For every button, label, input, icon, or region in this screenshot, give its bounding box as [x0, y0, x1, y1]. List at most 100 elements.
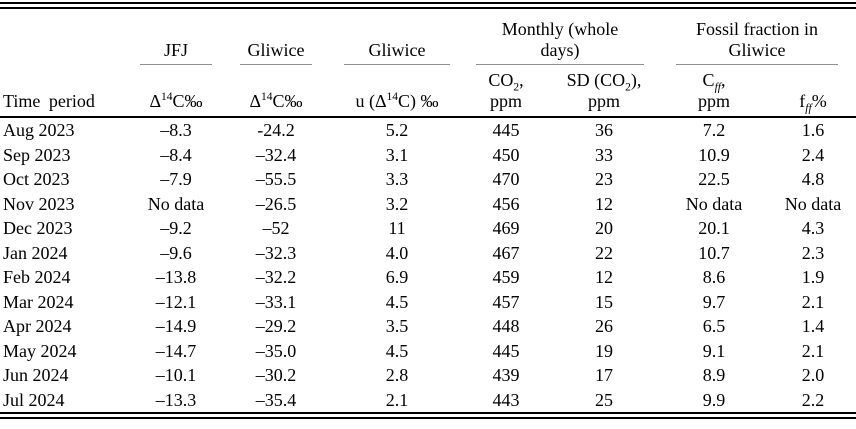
- cell-jfj-d14c: –13.8: [155, 267, 197, 287]
- cell-sd-co2: 22: [595, 242, 613, 263]
- cell-period: Oct 2023: [3, 169, 70, 189]
- cell-co2: 470: [492, 169, 520, 189]
- group-jfj-label: JFJ: [163, 40, 189, 60]
- table-row: Jul 2024 –13.3 –35.4 2.1 443 25 9.9 2.2: [0, 388, 856, 413]
- cell-jfj-d14c: –9.6: [160, 242, 192, 263]
- table-row: Feb 2024 –13.8 –32.2 6.9 459 12 8.6 1.9: [0, 265, 856, 290]
- cell-cff: 8.9: [702, 365, 726, 385]
- cell-u-d14c: 5.2: [385, 120, 409, 140]
- cell-fff: 2.1: [801, 291, 825, 312]
- table-row: Aug 2023 –8.3 -24.2 5.2 445 36 7.2 1.6: [0, 117, 856, 143]
- col-header-cff-unit: ppm: [697, 91, 730, 111]
- cell-period: Jun 2024: [3, 365, 69, 385]
- cell-cff: 7.2: [702, 120, 726, 140]
- table-row: Oct 2023 –7.9 –55.5 3.3 470 23 22.5 4.8: [0, 167, 856, 192]
- cell-gliwice-d14c: –32.4: [255, 144, 297, 165]
- cell-gliwice-d14c: –32.2: [255, 267, 297, 287]
- cell-cff: No data: [685, 193, 743, 214]
- table-top-rule: [0, 2, 856, 9]
- cell-u-d14c: 6.9: [385, 267, 409, 287]
- cell-cff: 9.7: [702, 291, 726, 312]
- cell-co2: 459: [492, 267, 520, 287]
- cell-sd-co2: 12: [595, 193, 613, 214]
- cell-sd-co2: 26: [595, 316, 613, 336]
- cell-period: Feb 2024: [3, 267, 71, 287]
- group-fossil: Fossil fraction in Gliwice: [658, 9, 856, 65]
- cell-gliwice-d14c: –26.5: [255, 193, 297, 214]
- cell-period: Nov 2023: [3, 193, 75, 214]
- table-row: Nov 2023 No data –26.5 3.2 456 12 No dat…: [0, 192, 856, 217]
- table-header: JFJ Gliwice Gliwice Monthly (whole days): [0, 9, 856, 118]
- cell-sd-co2: 23: [595, 169, 613, 189]
- cell-jfj-d14c: No data: [147, 193, 205, 214]
- cell-co2: 439: [492, 365, 520, 385]
- col-header-gliwice-d14c: Δ14C‰: [220, 65, 332, 118]
- cell-cff: 10.7: [698, 242, 730, 263]
- table-row: Apr 2024 –14.9 –29.2 3.5 448 26 6.5 1.4: [0, 314, 856, 339]
- cell-fff: 2.3: [801, 242, 825, 263]
- cell-gliwice-d14c: –35.0: [255, 340, 297, 361]
- cell-sd-co2: 17: [595, 365, 613, 385]
- cell-u-d14c: 2.1: [385, 389, 409, 410]
- column-header-row: Time period Δ14C‰ Δ14C‰ u (Δ14C) ‰ CO2, p…: [0, 65, 856, 118]
- table-row: May 2024 –14.7 –35.0 4.5 445 19 9.1 2.1: [0, 339, 856, 364]
- cell-co2: 443: [492, 389, 520, 410]
- cell-cff: 8.6: [702, 267, 726, 287]
- cell-u-d14c: 3.3: [385, 169, 409, 189]
- group-monthly-underline: Monthly (whole days): [476, 19, 644, 65]
- group-jfj: JFJ: [132, 9, 220, 65]
- cell-gliwice-d14c: –35.4: [255, 389, 297, 410]
- cell-jfj-d14c: –7.9: [160, 169, 192, 189]
- table-row: Jan 2024 –9.6 –32.3 4.0 467 22 10.7 2.3: [0, 241, 856, 266]
- col-header-sd-co2: SD (CO2), ppm: [550, 65, 658, 118]
- cell-gliwice-d14c: –32.3: [255, 242, 297, 263]
- col-header-time-period: Time period: [0, 65, 132, 118]
- cell-fff: 1.4: [801, 316, 825, 336]
- cell-jfj-d14c: –14.9: [155, 316, 197, 336]
- cell-cff: 22.5: [698, 169, 730, 189]
- cell-fff: 2.1: [801, 340, 825, 361]
- cell-jfj-d14c: –8.4: [160, 144, 192, 165]
- cell-sd-co2: 19: [595, 340, 613, 361]
- cell-u-d14c: 3.2: [385, 193, 409, 214]
- cell-fff: 1.9: [801, 267, 825, 287]
- cell-period: Aug 2023: [3, 120, 75, 140]
- cell-gliwice-d14c: –33.1: [255, 291, 297, 312]
- cell-co2: 450: [492, 144, 520, 165]
- cell-cff: 20.1: [698, 218, 730, 238]
- cell-jfj-d14c: –9.2: [160, 218, 192, 238]
- cell-cff: 9.1: [702, 340, 726, 361]
- cell-u-d14c: 4.5: [385, 340, 409, 361]
- cell-fff: No data: [784, 193, 842, 214]
- group-monthly: Monthly (whole days): [462, 9, 658, 65]
- col-header-co2: CO2, ppm: [462, 65, 550, 118]
- group-gliwice-d14c: Gliwice: [220, 9, 332, 65]
- cell-co2: 445: [492, 120, 520, 140]
- cell-period: Sep 2023: [3, 144, 71, 165]
- cell-cff: 6.5: [702, 316, 726, 336]
- cell-gliwice-d14c: –55.5: [255, 169, 297, 189]
- cell-co2: 448: [492, 316, 520, 336]
- col-header-sd-co2-unit: ppm: [587, 91, 620, 111]
- cell-gliwice-d14c: –52: [262, 218, 290, 238]
- cell-gliwice-d14c: –29.2: [255, 316, 297, 336]
- group-fossil-underline: Fossil fraction in Gliwice: [676, 19, 838, 65]
- cell-cff: 10.9: [698, 144, 730, 165]
- cell-fff: 4.8: [801, 169, 825, 189]
- cell-u-d14c: 2.8: [385, 365, 409, 385]
- col-header-co2-unit: ppm: [489, 91, 522, 111]
- group-gliwice-d14c-underline: Gliwice: [240, 40, 312, 65]
- group-header-row: JFJ Gliwice Gliwice Monthly (whole days): [0, 9, 856, 65]
- cell-period: Jul 2024: [3, 389, 65, 410]
- cell-sd-co2: 36: [595, 120, 613, 140]
- cell-fff: 4.3: [801, 218, 825, 238]
- cell-fff: 2.2: [801, 389, 825, 410]
- cell-jfj-d14c: –12.1: [155, 291, 197, 312]
- group-gliwice-u: Gliwice: [332, 9, 462, 65]
- group-gliwice-u-underline: Gliwice: [344, 40, 450, 65]
- cell-u-d14c: 4.5: [385, 291, 409, 312]
- cell-co2: 469: [492, 218, 520, 238]
- cell-sd-co2: 15: [595, 291, 613, 312]
- cell-co2: 457: [492, 291, 520, 312]
